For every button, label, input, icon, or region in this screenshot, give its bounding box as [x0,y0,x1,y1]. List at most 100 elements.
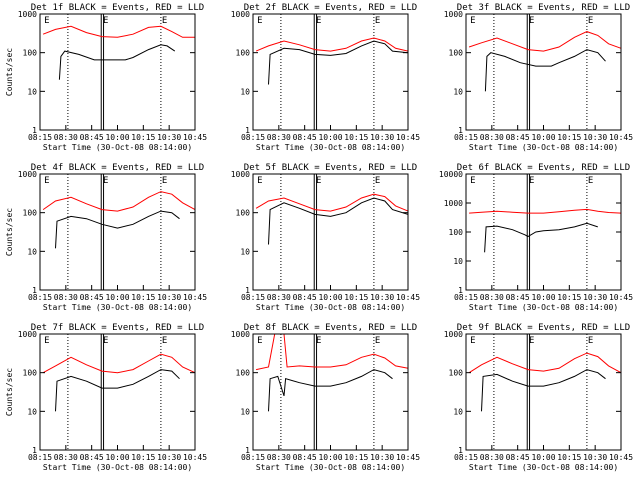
chart-title: Det 9f BLACK = Events, RED = LLD [457,323,630,333]
x-tick-label: 08:30 [54,453,78,462]
y-tick-label: 1 [32,126,37,135]
event-marker-label: E [588,16,593,26]
chart-panel-8: Det 8f BLACK = Events, RED = LLD E E E 1 10 10… [231,323,420,472]
event-marker-label: E [316,176,321,186]
plot-frame [39,173,196,291]
x-tick-label: 10:45 [396,453,420,462]
x-tick-label: 08:30 [54,293,78,302]
x-tick-label: 08:45 [80,293,104,302]
x-tick-label: 10:15 [557,453,581,462]
lld-series-line [42,25,195,38]
x-tick-label: 10:30 [583,293,607,302]
chart-title: Det 4f BLACK = Events, RED = LLD [31,163,204,173]
y-axis-label: Counts/sec [5,208,14,256]
lld-series-line [42,353,196,374]
event-marker-label: E [375,176,380,186]
x-axis-label: Start Time (30-Oct-08 08:14:00) [43,143,192,152]
chart-panel-3: Det 3f BLACK = Events, RED = LLD E E E 1 10 10… [444,3,633,152]
y-tick-label: 1000 [231,170,250,179]
x-tick-label: 10:45 [183,293,207,302]
x-axis-label: Start Time (30-Oct-08 08:14:00) [469,303,618,312]
plot-frame [252,13,409,131]
chart-panel-9: Det 9f BLACK = Events, RED = LLD E E E 1 10 10… [444,323,633,472]
events-series-line [481,369,606,412]
y-tick-label: 100 [236,49,251,58]
x-tick-label: 10:45 [609,293,633,302]
x-axis-label: Start Time (30-Oct-08 08:14:00) [43,463,192,472]
lld-series-line [255,333,409,371]
x-tick-label: 10:00 [531,453,555,462]
x-tick-label: 10:00 [531,133,555,142]
chart-panel-4: Det 4f BLACK = Events, RED = LLD E E E 1 10 10… [5,163,207,312]
event-marker-label: E [375,336,380,346]
x-tick-label: 08:45 [293,293,317,302]
x-tick-label: 10:30 [157,133,181,142]
event-marker-label: E [529,16,534,26]
event-marker-label: E [103,336,108,346]
chart-panel-5: Det 5f BLACK = Events, RED = LLD E E E 1 10 10… [231,163,420,312]
event-marker-label: E [529,336,534,346]
chart-title: Det 5f BLACK = Events, RED = LLD [244,163,417,173]
x-tick-label: 10:30 [370,293,394,302]
x-tick-label: 08:15 [241,293,265,302]
x-axis-label: Start Time (30-Oct-08 08:14:00) [43,303,192,312]
event-marker-label: E [44,176,49,186]
lld-series-line [468,31,622,52]
x-tick-label: 08:15 [454,293,478,302]
y-tick-label: 100 [449,49,464,58]
x-tick-label: 10:15 [344,453,368,462]
y-tick-label: 10 [27,407,37,416]
y-tick-label: 1 [458,286,463,295]
event-marker-label: E [103,16,108,26]
y-tick-label: 10 [453,257,463,266]
events-series-line [58,44,176,80]
y-tick-label: 1000 [444,199,463,208]
events-series-line [484,49,606,92]
event-marker-label: E [470,336,475,346]
chart-panel-2: Det 2f BLACK = Events, RED = LLD E E E 1 10 10… [231,3,420,152]
x-tick-label: 10:45 [609,133,633,142]
y-tick-label: 10000 [439,170,463,179]
x-tick-label: 10:30 [157,453,181,462]
x-tick-label: 10:00 [105,133,129,142]
events-series-line [55,369,180,412]
x-axis-label: Start Time (30-Oct-08 08:14:00) [256,303,405,312]
y-tick-label: 1000 [18,10,37,19]
x-tick-label: 08:30 [480,133,504,142]
x-tick-label: 08:45 [293,453,317,462]
y-axis-label: Counts/sec [5,48,14,96]
events-series-line [268,40,409,85]
x-tick-label: 08:30 [480,293,504,302]
chart-panel-1: Det 1f BLACK = Events, RED = LLD E E E 1 10 10… [5,3,207,152]
x-tick-label: 10:00 [318,133,342,142]
x-tick-label: 10:45 [396,133,420,142]
event-marker-label: E [44,16,49,26]
y-tick-label: 1000 [231,330,250,339]
y-tick-label: 1000 [231,10,250,19]
chart-panel-7: Det 7f BLACK = Events, RED = LLD E E E 1 10 10… [5,323,207,472]
event-marker-label: E [257,176,262,186]
x-tick-label: 10:15 [344,293,368,302]
x-tick-label: 10:15 [131,133,155,142]
x-tick-label: 08:15 [241,133,265,142]
y-tick-label: 1 [245,446,250,455]
y-tick-label: 10 [27,247,37,256]
x-tick-label: 08:15 [28,453,52,462]
x-tick-label: 08:45 [506,133,530,142]
x-tick-label: 08:45 [506,293,530,302]
x-tick-label: 08:15 [28,133,52,142]
x-tick-label: 08:45 [80,133,104,142]
event-marker-label: E [375,16,380,26]
y-tick-label: 10 [240,407,250,416]
x-axis-label: Start Time (30-Oct-08 08:14:00) [469,463,618,472]
lld-series-line [42,191,196,212]
plot-frame [39,333,196,451]
x-tick-label: 08:30 [267,133,291,142]
x-tick-label: 10:00 [531,293,555,302]
x-tick-label: 08:45 [293,133,317,142]
plot-frame [465,333,622,451]
x-tick-label: 10:30 [370,133,394,142]
events-series-line [268,369,393,412]
lld-series-line [469,208,622,214]
x-tick-label: 08:45 [506,453,530,462]
